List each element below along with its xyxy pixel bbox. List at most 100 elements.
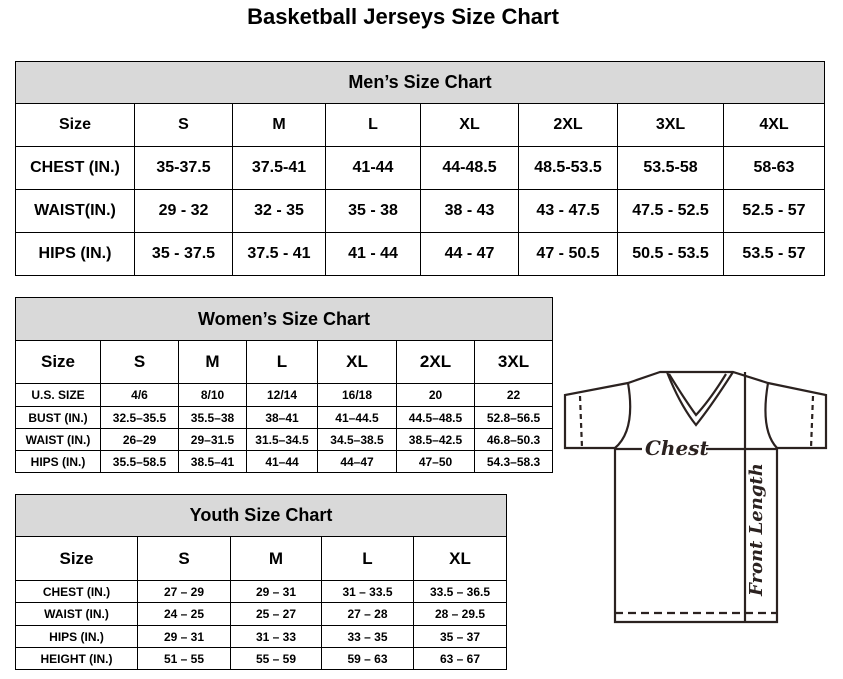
table-cell: 41 - 44	[325, 232, 421, 276]
table-row: HIPS (IN.) 35 - 37.5 37.5 - 41 41 - 44 44 - …	[15, 232, 825, 276]
youth-size-table: Youth Size Chart Size S M L XL CHEST (IN.) 27 –…	[14, 494, 508, 670]
column-header: M	[178, 340, 247, 384]
chest-label: Chest	[645, 436, 709, 460]
table-cell: 63 – 67	[412, 647, 508, 670]
row-label: HIPS (IN.)	[15, 450, 101, 473]
column-header: XL	[412, 536, 508, 581]
table-cell: 47.5 - 52.5	[617, 189, 724, 233]
table-cell: 44 - 47	[420, 232, 519, 276]
table-cell: 25 – 27	[230, 602, 322, 626]
table-cell: 34.5–38.5	[317, 428, 397, 451]
table-cell: 35-37.5	[134, 146, 233, 190]
table-row: CHEST (IN.) 27 – 29 29 – 31 31 – 33.5 33.5 –…	[15, 580, 508, 603]
row-label: HEIGHT (IN.)	[15, 647, 138, 670]
table-cell: 29–31.5	[178, 428, 247, 451]
table-row: U.S. SIZE 4/6 8/10 12/14 16/18 20 22	[15, 383, 554, 407]
table-cell: 58-63	[723, 146, 825, 190]
column-header: 3XL	[473, 340, 554, 384]
table-cell: 35.5–58.5	[100, 450, 179, 473]
column-header: 2XL	[396, 340, 475, 384]
table-cell: 46.8–50.3	[473, 428, 554, 451]
table-cell: 32.5–35.5	[100, 406, 179, 429]
table-cell: 37.5 - 41	[232, 232, 326, 276]
row-label: WAIST (IN.)	[15, 602, 138, 626]
table-row: WAIST (IN.) 26–29 29–31.5 31.5–34.5 34.5–38.…	[15, 428, 554, 451]
table-cell: 12/14	[246, 383, 318, 407]
table-cell: 24 – 25	[137, 602, 231, 626]
column-header: 2XL	[518, 103, 618, 147]
table-cell: 48.5-53.5	[518, 146, 618, 190]
table-cell: 27 – 29	[137, 580, 231, 603]
table-cell: 31 – 33	[230, 625, 322, 648]
row-label: CHEST (IN.)	[15, 580, 138, 603]
table-cell: 35 - 38	[325, 189, 421, 233]
column-header: 3XL	[617, 103, 724, 147]
column-header: L	[246, 340, 318, 384]
table-cell: 31 – 33.5	[321, 580, 414, 603]
column-header: L	[321, 536, 414, 581]
table-row: WAIST (IN.) 24 – 25 25 – 27 27 – 28 28 – 29.…	[15, 602, 508, 626]
tshirt-icon	[563, 370, 828, 624]
table-cell: 27 – 28	[321, 602, 414, 626]
table-row: HIPS (IN.) 35.5–58.5 38.5–41 41–44 44–47 47–5…	[15, 450, 554, 473]
table-cell: 33 – 35	[321, 625, 414, 648]
table-cell: 28 – 29.5	[412, 602, 508, 626]
table-cell: 31.5–34.5	[246, 428, 318, 451]
table-cell: 47 - 50.5	[518, 232, 618, 276]
table-cell: 38.5–41	[178, 450, 247, 473]
caption-row: Youth Size Chart	[14, 494, 508, 537]
table-cell: 32 - 35	[232, 189, 326, 233]
column-header: Size	[15, 340, 101, 384]
table-row: HEIGHT (IN.) 51 – 55 55 – 59 59 – 63 63 – 67	[15, 647, 508, 670]
table-caption: Women’s Size Chart	[14, 297, 554, 341]
table-cell: 35 - 37.5	[134, 232, 233, 276]
table-cell: 50.5 - 53.5	[617, 232, 724, 276]
row-label: U.S. SIZE	[15, 383, 101, 407]
table-cell: 41–44.5	[317, 406, 397, 429]
column-header: S	[100, 340, 179, 384]
table-cell: 22	[473, 383, 554, 407]
table-cell: 53.5-58	[617, 146, 724, 190]
table-row: WAIST(IN.) 29 - 32 32 - 35 35 - 38 38 - 43 43…	[15, 189, 825, 233]
column-header: L	[325, 103, 421, 147]
table-cell: 44.5–48.5	[396, 406, 475, 429]
page-title: Basketball Jerseys Size Chart	[247, 4, 559, 29]
table-cell: 59 – 63	[321, 647, 414, 670]
table-cell: 41–44	[246, 450, 318, 473]
table-cell: 29 – 31	[230, 580, 322, 603]
table-caption: Men’s Size Chart	[15, 61, 825, 104]
column-header: M	[232, 103, 326, 147]
table-cell: 38 - 43	[420, 189, 519, 233]
column-header: XL	[420, 103, 519, 147]
table-cell: 44–47	[317, 450, 397, 473]
table-cell: 35 – 37	[412, 625, 508, 648]
table-row: CHEST (IN.) 35-37.5 37.5-41 41-44 44-48.5 48.…	[15, 146, 825, 190]
row-label: HIPS (IN.)	[15, 625, 138, 648]
column-header: 4XL	[723, 103, 825, 147]
womens-size-table: Women’s Size Chart Size S M L XL 2XL 3XL U.S. SI…	[14, 297, 554, 473]
table-cell: 37.5-41	[232, 146, 326, 190]
table-cell: 38–41	[246, 406, 318, 429]
header-row: Size S M L XL 2XL 3XL	[15, 340, 554, 384]
front-length-label: Front Length	[746, 463, 767, 596]
table-row: BUST (IN.) 32.5–35.5 35.5–38 38–41 41–44.5 44…	[15, 406, 554, 429]
row-label: BUST (IN.)	[15, 406, 101, 429]
table-cell: 43 - 47.5	[518, 189, 618, 233]
column-header: S	[137, 536, 231, 581]
table-cell: 8/10	[178, 383, 247, 407]
table-cell: 16/18	[317, 383, 397, 407]
table-cell: 53.5 - 57	[723, 232, 825, 276]
table-cell: 29 - 32	[134, 189, 233, 233]
table-cell: 4/6	[100, 383, 179, 407]
column-header: Size	[15, 103, 135, 147]
caption-row: Men’s Size Chart	[15, 61, 825, 104]
table-row: HIPS (IN.) 29 – 31 31 – 33 33 – 35 35 – 37	[15, 625, 508, 648]
table-cell: 33.5 – 36.5	[412, 580, 508, 603]
table-caption: Youth Size Chart	[14, 494, 508, 537]
table-cell: 38.5–42.5	[396, 428, 475, 451]
table-cell: 47–50	[396, 450, 475, 473]
table-cell: 35.5–38	[178, 406, 247, 429]
column-header: Size	[15, 536, 138, 581]
caption-row: Women’s Size Chart	[14, 297, 554, 341]
jersey-diagram: Chest Front Length	[560, 360, 840, 630]
